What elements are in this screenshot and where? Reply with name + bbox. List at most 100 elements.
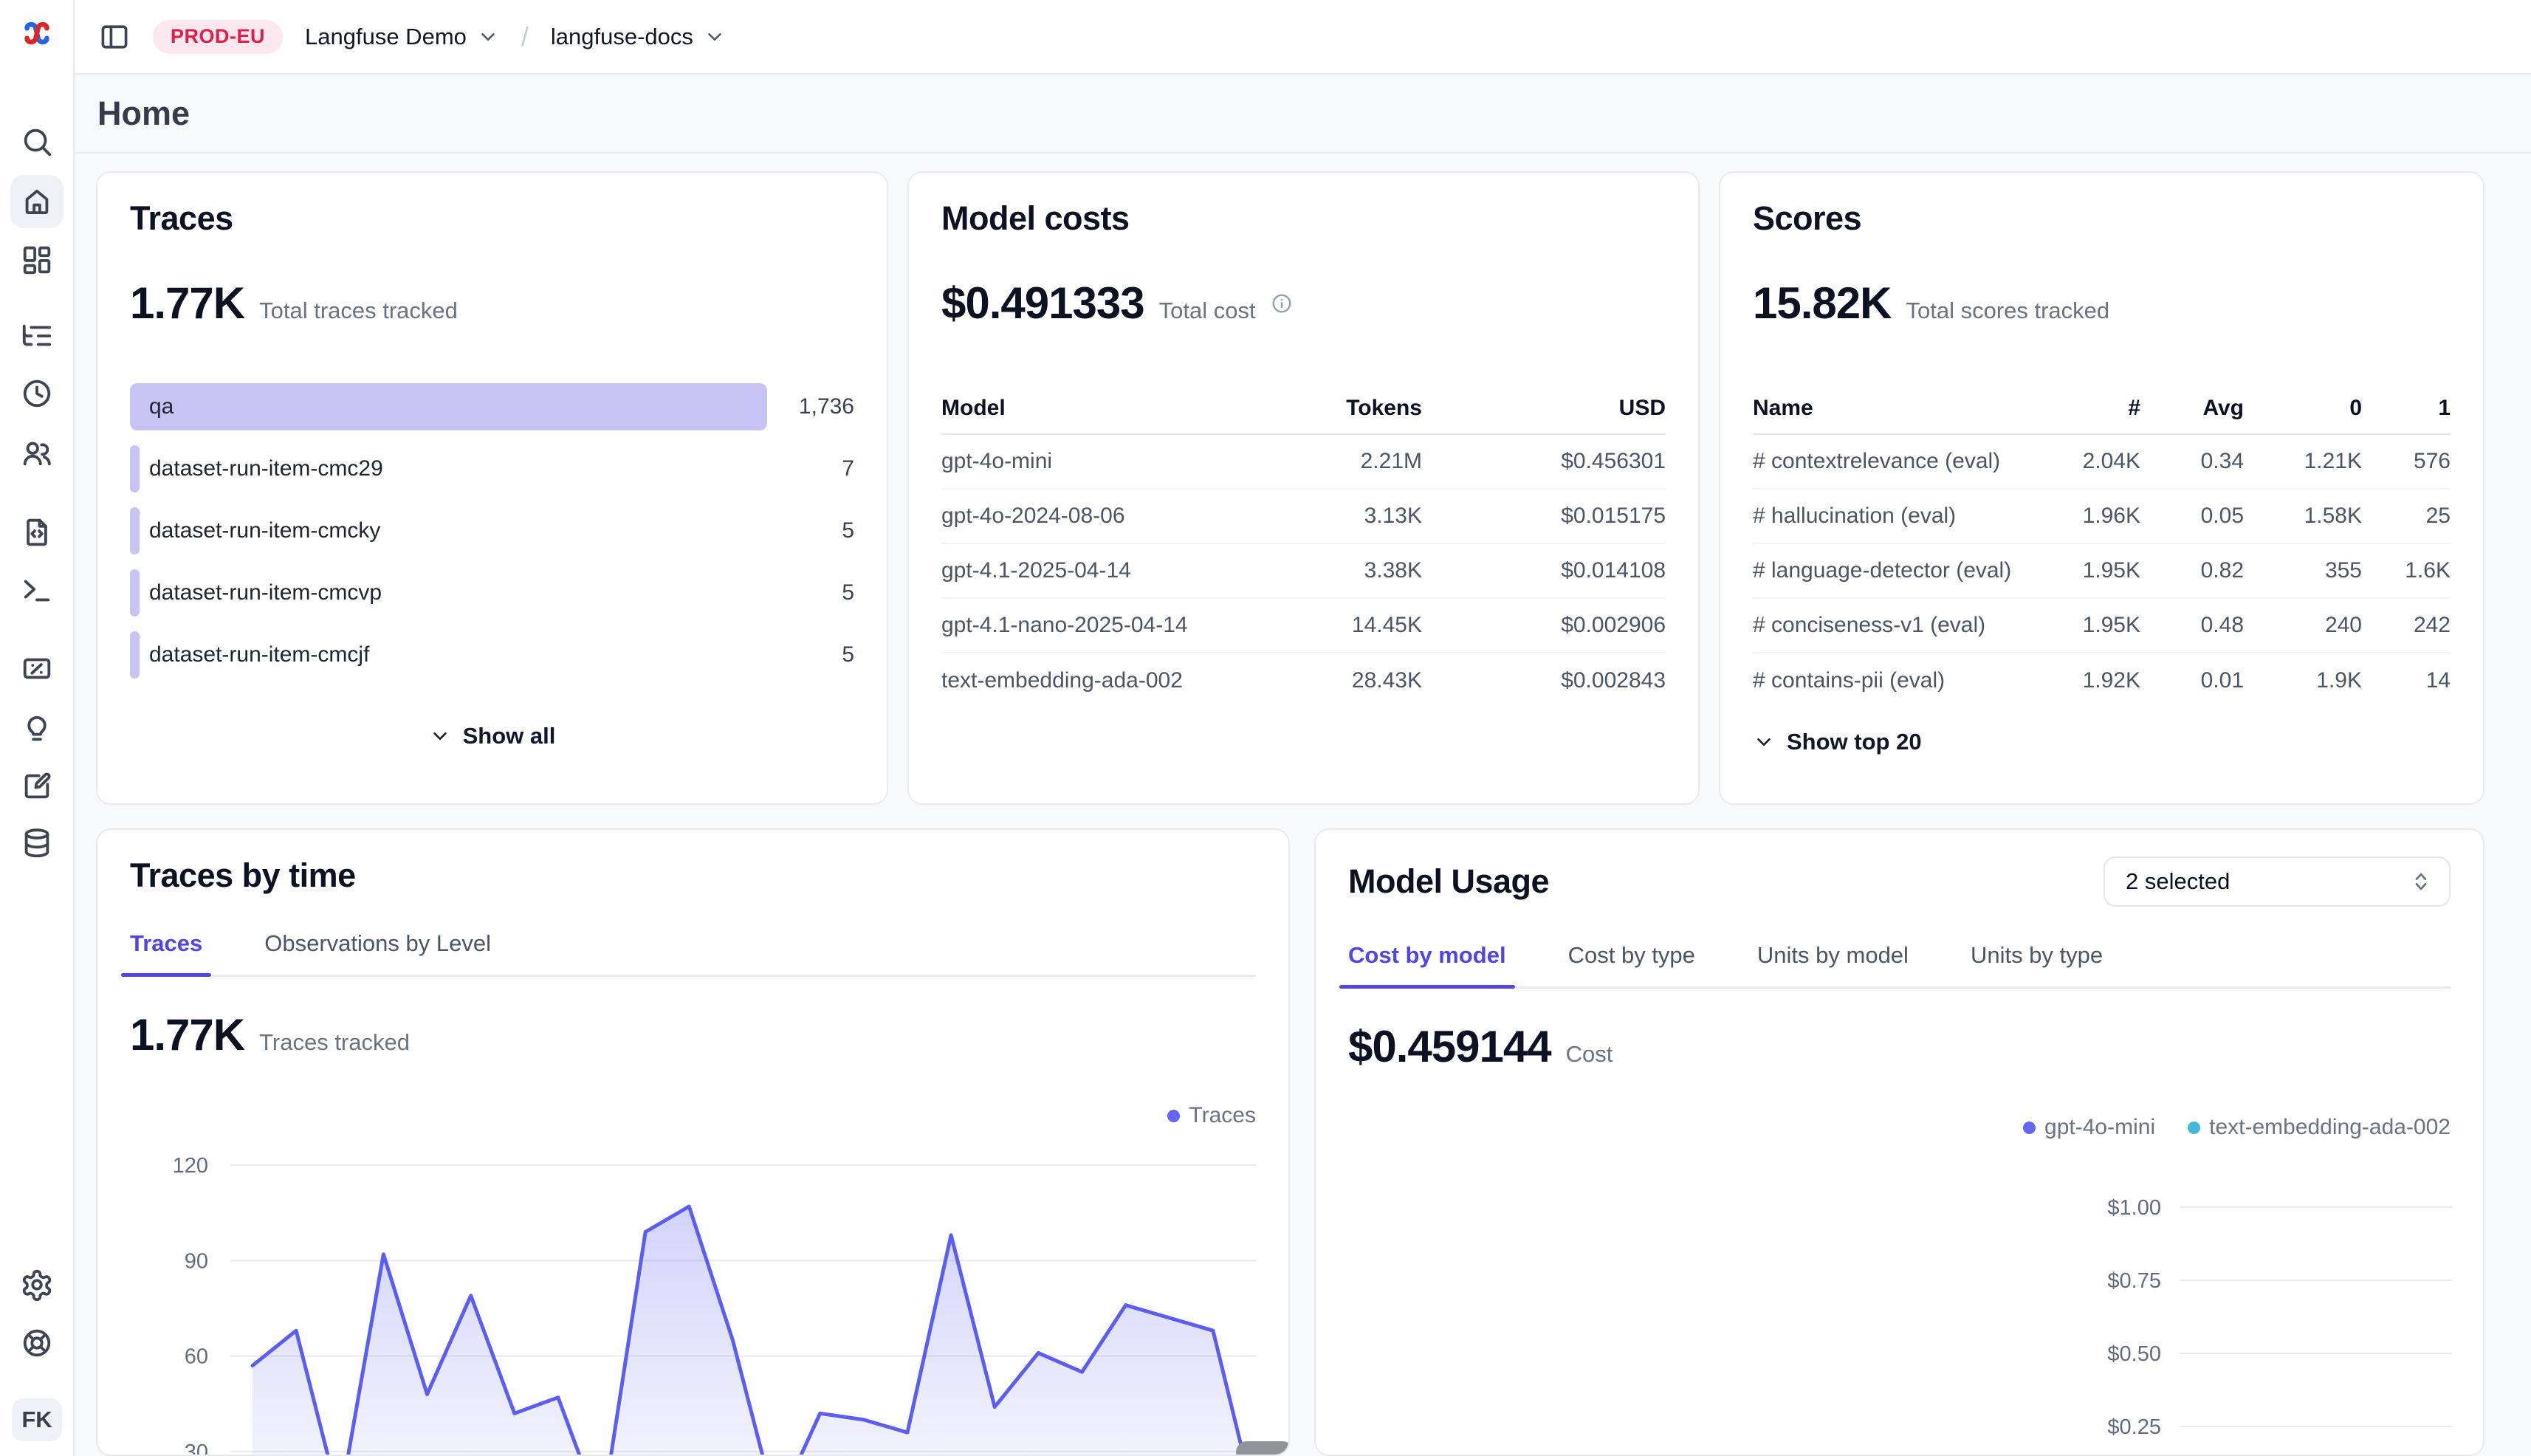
sidebar-item-annotation[interactable] [10,760,63,813]
sidebar-item-sessions[interactable] [10,367,63,420]
table-cell: # contextrelevance (eval) [1753,449,2001,473]
card-title: Model costs [941,199,1130,237]
table-cell: 3.13K [1364,504,1422,528]
info-icon[interactable] [1271,292,1293,315]
legend-label: Traces [1189,1103,1256,1127]
chevron-down-icon [429,725,451,747]
user-avatar[interactable]: FK [12,1398,62,1441]
traces-bar-list: qa 1,736 dataset-run-item-cmc29 7 dataset-ru… [130,383,854,679]
show-top-20-button[interactable]: Show top 20 [1753,729,2451,755]
legend-dot-icon [2188,1121,2201,1134]
show-top-20-label: Show top 20 [1787,729,1922,755]
column-header: # [2128,396,2140,420]
sidebar-item-tracing[interactable] [10,309,63,363]
trace-bar-row[interactable]: dataset-run-item-cmcvp 5 [130,569,854,617]
support-icon [20,1326,54,1360]
show-all-button[interactable]: Show all [130,723,854,749]
bar-fill [130,445,140,492]
table-cell: 1.92K [2082,668,2140,693]
column-header: 1 [2438,396,2451,420]
sidebar-item-prompts[interactable] [10,506,63,559]
sidebar-item-search[interactable] [10,115,63,168]
chevron-down-icon [704,26,726,48]
scrollbar-thumb[interactable] [1236,1441,1288,1455]
trace-name: dataset-run-item-cmc29 [149,456,383,481]
tab-traces[interactable]: Traces [120,930,212,977]
traces-tracked-label: Traces tracked [259,1029,410,1055]
table-row[interactable]: # hallucination (eval) 1.96K 0.05 1.58K 25 [1753,490,2451,544]
traces-card: Traces 1.77K Total traces tracked qa 1,73… [96,171,888,805]
sidebar-item-dashboards[interactable] [10,233,63,286]
table-row[interactable]: # contextrelevance (eval) 2.04K 0.34 1.21K 5… [1753,435,2451,490]
column-header: Model [941,396,1006,420]
tab-observations-by-level[interactable]: Observations by Level [264,930,491,956]
table-row[interactable]: gpt-4o-2024-08-06 3.13K $0.015175 [941,490,1666,544]
bar-fill [130,507,140,554]
trace-count: 5 [842,642,854,667]
table-cell: 240 [2324,613,2362,637]
table-row[interactable]: text-embedding-ada-002 28.43K $0.002843 [941,653,1666,708]
tab-cost-by-type[interactable]: Cost by type [1567,942,1695,968]
traces-total: 1.77K [130,278,245,328]
tab-units-by-model[interactable]: Units by model [1756,942,1909,968]
table-row[interactable]: # contains-pii (eval) 1.92K 0.01 1.9K 14 [1753,653,2451,708]
table-row[interactable]: gpt-4.1-2025-04-14 3.38K $0.014108 [941,544,1666,599]
sidebar-item-datasets[interactable] [10,817,63,870]
table-cell: 1.96K [2082,504,2140,528]
legend-item: gpt-4o-mini [2023,1115,2155,1140]
table-row[interactable]: # language-detector (eval) 1.95K 0.82 355 1.… [1753,544,2451,599]
column-header: Name [1753,396,1813,420]
legend-label: text-embedding-ada-002 [2209,1115,2451,1139]
trace-name: dataset-run-item-cmcjf [149,642,370,667]
table-row[interactable]: gpt-4.1-nano-2025-04-14 14.45K $0.002906 [941,599,1666,653]
svg-text:60: 60 [185,1345,208,1369]
legend-dot-icon [1167,1109,1181,1122]
model-usage-chart: $1.00 $0.75 $0.50 $0.25 [2107,1196,2452,1439]
page-header: Home [75,75,2531,154]
sidebar-item-playground[interactable] [10,564,63,617]
table-row[interactable]: gpt-4o-mini 2.21M $0.456301 [941,435,1666,490]
model-select-value: 2 selected [2126,868,2230,894]
dashboards-icon [20,243,54,277]
project-picker[interactable]: langfuse-docs [551,24,726,50]
sidebar-item-settings[interactable] [10,1258,63,1311]
table-cell: gpt-4o-2024-08-06 [941,504,1125,528]
sidebar-item-evaluation[interactable] [10,642,63,695]
tab-cost-by-model[interactable]: Cost by model [1339,942,1515,989]
breadcrumb-separator: / [521,21,529,52]
table-cell: $0.002906 [1561,613,1666,637]
svg-text:$0.75: $0.75 [2107,1269,2161,1293]
project-name: langfuse-docs [550,23,693,49]
legend-item: Traces [1167,1103,1256,1128]
bar-track: qa [130,383,767,430]
trace-bar-row[interactable]: dataset-run-item-cmc29 7 [130,445,854,492]
sidebar-item-users[interactable] [10,427,63,480]
sidebar-item-llm-as-a-judge[interactable] [10,701,63,755]
chart-legend: gpt-4o-mini text-embedding-ada-002 [1348,1115,2451,1140]
table-cell: gpt-4.1-nano-2025-04-14 [941,613,1188,637]
svg-text:30: 30 [185,1440,208,1456]
table-row[interactable]: # conciseness-v1 (eval) 1.95K 0.48 240 242 [1753,599,2451,653]
table-header-row: Model Tokens USD [941,383,1666,435]
sidebar-toggle-button[interactable] [98,21,131,53]
sidebar-item-home[interactable] [10,175,63,228]
bar-track: dataset-run-item-cmcjf [130,631,767,679]
tab-units-by-type[interactable]: Units by type [1970,942,2104,968]
table-cell: # language-detector (eval) [1753,558,2012,583]
chevron-down-icon [477,26,499,48]
table-cell: 1.9K [2316,668,2362,693]
table-cell: gpt-4.1-2025-04-14 [941,558,1131,583]
trace-bar-row[interactable]: qa 1,736 [130,383,854,430]
trace-count: 1,736 [798,394,854,419]
trace-bar-row[interactable]: dataset-run-item-cmcjf 5 [130,631,854,679]
org-name: Langfuse Demo [305,23,467,49]
trace-bar-row[interactable]: dataset-run-item-cmcky 5 [130,507,854,554]
svg-text:$1.00: $1.00 [2107,1196,2161,1220]
table-cell: $0.014108 [1561,558,1666,583]
org-picker[interactable]: Langfuse Demo [305,24,499,50]
sidebar-item-support[interactable] [10,1316,63,1370]
model-usage-tabs: Cost by model Cost by type Units by model U… [1339,942,2451,989]
model-select-dropdown[interactable]: 2 selected [2104,856,2451,907]
trace-count: 5 [842,518,854,543]
bar-track: dataset-run-item-cmcvp [130,569,767,617]
